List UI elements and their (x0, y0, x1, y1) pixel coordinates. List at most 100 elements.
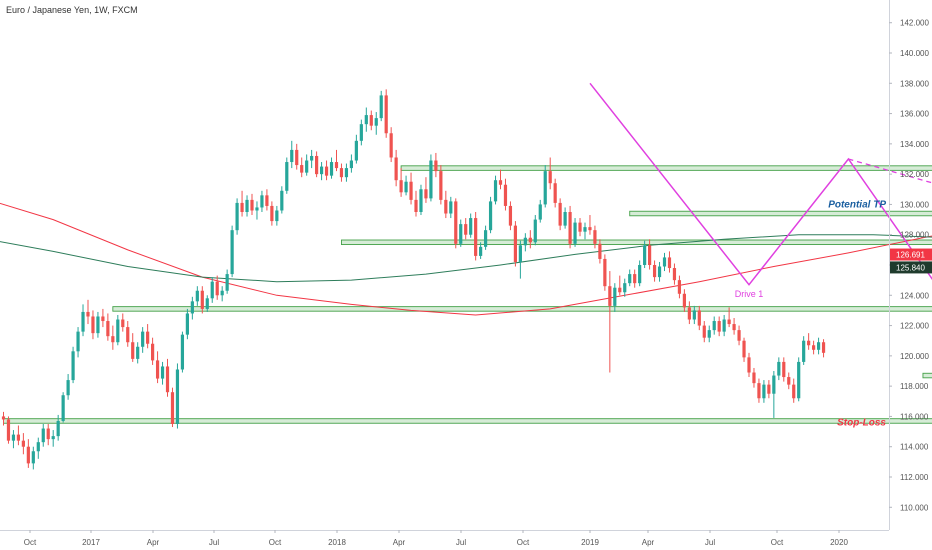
candle-body (608, 286, 612, 306)
candle-body (662, 257, 667, 267)
x-tick-label: Jul (705, 538, 715, 547)
candle-body (737, 330, 741, 341)
candle-body (513, 225, 518, 262)
price-label-box (890, 261, 932, 274)
candle-body (722, 319, 726, 332)
candle-body (812, 345, 816, 350)
candle-body (16, 434, 21, 441)
candle-body (648, 245, 652, 265)
candle-body (672, 268, 677, 281)
candle-body (155, 360, 160, 379)
candle-body (782, 361, 786, 378)
candle-body (106, 321, 110, 337)
price-axis[interactable]: 142.000 140.000 138.000 136.000 134.000 132.0… (889, 19, 929, 513)
x-tick-label: 2018 (328, 538, 346, 547)
candle-body (707, 330, 711, 338)
candle-body (538, 204, 542, 220)
candle-body (628, 274, 632, 284)
candle-body (305, 160, 309, 173)
candle-body (643, 245, 647, 265)
candle-body (240, 202, 244, 212)
candle-body (747, 357, 751, 373)
candle-body (315, 155, 319, 175)
candle-body (31, 451, 35, 464)
candle-body (319, 166, 324, 175)
moving-average-line (0, 234, 932, 283)
y-tick-label: 118.000 (900, 382, 929, 391)
sr-zone (922, 372, 932, 379)
candle-body (51, 436, 55, 440)
candle-body (503, 184, 508, 206)
price-label-text: 125.840 (896, 263, 925, 272)
candle-body (126, 327, 130, 343)
x-tick-label: 2020 (830, 538, 848, 547)
candle-body (295, 149, 299, 166)
candle-body (6, 419, 11, 441)
candlestick-series (1, 89, 826, 470)
candle-body (553, 183, 557, 203)
candle-body (474, 218, 478, 256)
candle-body (638, 265, 642, 284)
candle-body (101, 316, 105, 322)
x-tick-label: Apr (642, 538, 655, 547)
candle-body (424, 189, 428, 199)
candle-body (692, 310, 696, 320)
candle-body (76, 331, 80, 352)
candle-body (195, 290, 199, 302)
time-axis[interactable]: Oct 2017 Apr Jul Oct 2018 Apr Jul Oct 2019 Apr Jul O… (24, 530, 849, 547)
candle-body (116, 319, 120, 343)
candle-body (359, 124, 363, 141)
candle-body (439, 171, 443, 200)
candle-body (175, 369, 180, 424)
candle-body (528, 237, 532, 243)
candle-body (787, 377, 791, 385)
candle-body (488, 201, 493, 231)
candle-body (26, 446, 30, 464)
candle-body (339, 168, 344, 178)
candle-body (86, 311, 90, 317)
candle-body (444, 199, 448, 214)
candle-body (205, 298, 209, 309)
candle-body (235, 202, 239, 231)
candle-body (593, 230, 597, 244)
y-tick-label: 134.000 (900, 140, 929, 149)
candle-body (200, 290, 204, 309)
annotation-label: Potential TP (828, 199, 886, 210)
candle-body (250, 199, 254, 211)
candle-body (727, 319, 731, 325)
candle-body (449, 201, 453, 214)
candle-body (498, 180, 503, 185)
candle-body (469, 218, 473, 235)
harmonic-line (848, 158, 932, 184)
candle-body (270, 205, 274, 222)
candle-body (81, 311, 85, 332)
candle-body (414, 199, 418, 212)
x-tick-label: Apr (393, 538, 406, 547)
candle-body (548, 171, 552, 184)
candle-body (563, 212, 567, 226)
candle-body (190, 301, 194, 314)
candle-body (220, 290, 224, 296)
candle-body (290, 149, 294, 163)
candle-body (131, 342, 135, 359)
candle-body (255, 207, 259, 211)
candle-body (165, 366, 170, 393)
candle-body (21, 440, 25, 447)
candle-body (56, 420, 60, 437)
candle-body (677, 280, 682, 294)
candle-body (96, 316, 100, 334)
candle-body (682, 293, 686, 308)
candle-body (364, 115, 368, 125)
candle-body (275, 210, 279, 222)
candle-body (260, 195, 264, 208)
sr-zone (112, 306, 932, 312)
candle-body (633, 274, 637, 284)
candle-body (265, 195, 269, 206)
candle-body (821, 342, 826, 353)
candle-body (613, 287, 617, 306)
candle-body (603, 258, 607, 287)
candle-body (1, 416, 6, 420)
x-tick-label: Jul (209, 538, 219, 547)
candle-body (210, 281, 214, 299)
